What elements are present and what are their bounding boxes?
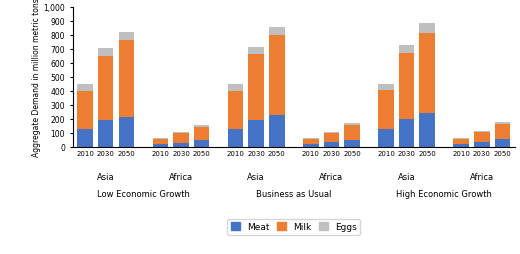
- Text: Asia: Asia: [398, 172, 415, 181]
- Bar: [269, 28, 284, 36]
- Bar: [399, 46, 414, 54]
- Bar: [344, 126, 360, 140]
- Bar: [303, 145, 319, 147]
- Bar: [420, 34, 435, 113]
- Bar: [119, 33, 134, 41]
- Bar: [269, 116, 284, 147]
- Bar: [228, 85, 243, 91]
- Bar: [249, 55, 264, 120]
- Bar: [77, 91, 93, 130]
- Bar: [98, 56, 113, 121]
- Text: Africa: Africa: [470, 172, 494, 181]
- Bar: [77, 130, 93, 147]
- Bar: [98, 121, 113, 147]
- Bar: [399, 119, 414, 147]
- Text: Asia: Asia: [248, 172, 265, 181]
- Text: Asia: Asia: [97, 172, 114, 181]
- Bar: [303, 140, 319, 145]
- Bar: [228, 91, 243, 130]
- Bar: [495, 124, 510, 139]
- Bar: [453, 139, 469, 140]
- Bar: [420, 24, 435, 34]
- Bar: [249, 120, 264, 147]
- Bar: [119, 41, 134, 117]
- Text: Business as Usual: Business as Usual: [256, 189, 332, 198]
- Legend: Meat, Milk, Eggs: Meat, Milk, Eggs: [227, 219, 360, 235]
- Bar: [119, 117, 134, 147]
- Bar: [474, 133, 489, 143]
- Bar: [344, 124, 360, 126]
- Bar: [474, 143, 489, 147]
- Bar: [323, 133, 339, 134]
- Text: Low Economic Growth: Low Economic Growth: [97, 189, 190, 198]
- Bar: [173, 133, 189, 143]
- Bar: [420, 113, 435, 147]
- Bar: [495, 139, 510, 147]
- Bar: [303, 139, 319, 140]
- Bar: [194, 125, 210, 127]
- Bar: [173, 143, 189, 147]
- Bar: [98, 49, 113, 56]
- Bar: [323, 134, 339, 143]
- Bar: [153, 145, 168, 147]
- Bar: [153, 139, 168, 140]
- Bar: [453, 145, 469, 147]
- Bar: [173, 132, 189, 133]
- Bar: [194, 127, 210, 140]
- Bar: [474, 132, 489, 133]
- Bar: [153, 140, 168, 145]
- Bar: [453, 140, 469, 145]
- Bar: [378, 84, 394, 91]
- Bar: [399, 54, 414, 119]
- Text: Africa: Africa: [169, 172, 193, 181]
- Bar: [378, 129, 394, 147]
- Bar: [269, 36, 284, 116]
- Bar: [495, 123, 510, 124]
- Bar: [249, 47, 264, 55]
- Bar: [344, 140, 360, 147]
- Bar: [323, 143, 339, 147]
- Text: High Economic Growth: High Economic Growth: [396, 189, 492, 198]
- Y-axis label: Aggregate Demand in million metric tons: Aggregate Demand in million metric tons: [32, 0, 41, 156]
- Text: Africa: Africa: [319, 172, 344, 181]
- Bar: [77, 85, 93, 91]
- Bar: [194, 140, 210, 147]
- Bar: [228, 130, 243, 147]
- Bar: [378, 91, 394, 129]
